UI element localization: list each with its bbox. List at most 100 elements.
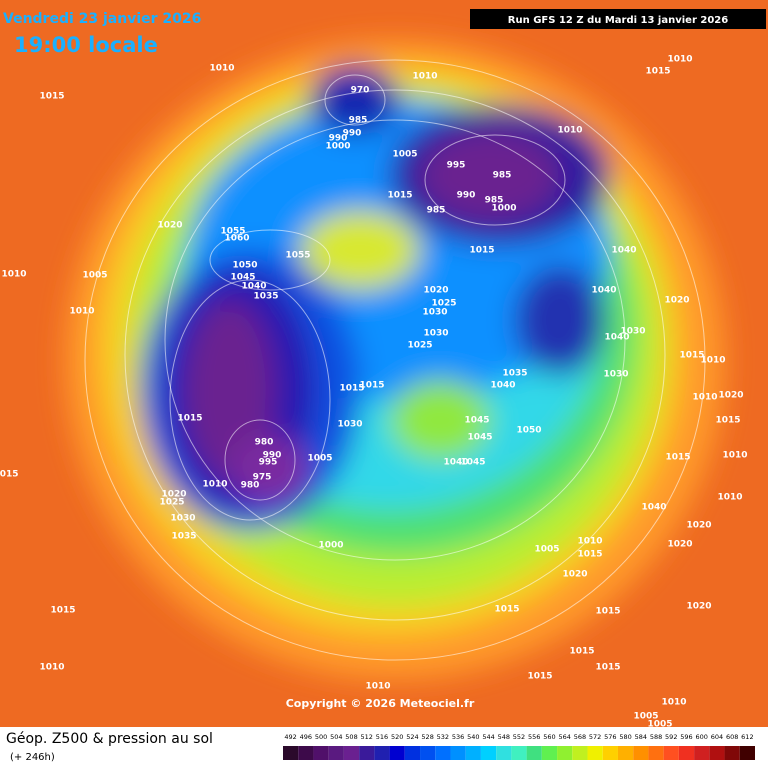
colorbar-swatch — [739, 746, 755, 760]
pressure-label: 1015 — [359, 381, 384, 391]
pressure-label: 1010 — [577, 537, 602, 547]
pressure-label: 1015 — [527, 672, 552, 682]
pressure-label: 1035 — [253, 292, 278, 302]
colorbar-swatch — [572, 746, 588, 760]
colorbar-swatch — [343, 746, 360, 760]
colorbar-label: 576 — [604, 733, 616, 741]
colorbar-label: 508 — [345, 733, 357, 741]
colorbar-swatch — [526, 746, 542, 760]
pressure-label: 1020 — [161, 490, 186, 500]
footer-title: Géop. Z500 & pression au sol — [6, 731, 213, 747]
pressure-label: 1040 — [443, 458, 468, 468]
pressure-label: 1015 — [339, 384, 364, 394]
pressure-label: 1010 — [692, 393, 717, 403]
colorbar-label: 540 — [467, 733, 479, 741]
colorbar-label: 612 — [741, 733, 753, 741]
pressure-label: 1055 — [220, 227, 245, 237]
pressure-label: 1005 — [307, 454, 332, 464]
pressure-label: 1000 — [325, 142, 350, 152]
colorbar-label: 504 — [330, 733, 342, 741]
pressure-label: 1015 — [494, 605, 519, 615]
colorbar-swatch — [557, 746, 573, 760]
pressure-label: 1005 — [534, 545, 559, 555]
pressure-label: 1015 — [665, 453, 690, 463]
pressure-label: 1045 — [464, 416, 489, 426]
pressure-label: 1010 — [209, 64, 234, 74]
pressure-label: 995 — [259, 458, 278, 468]
pressure-label: 980 — [241, 481, 260, 491]
colorbar-label: 548 — [498, 733, 510, 741]
colorbar-swatch — [648, 746, 664, 760]
colorbar-swatch — [283, 746, 299, 760]
colorbar-swatch — [389, 746, 405, 760]
colorbar-label: 520 — [391, 733, 403, 741]
pressure-label: 985 — [485, 196, 504, 206]
colorbar-swatch — [496, 746, 512, 760]
pressure-label: 1020 — [667, 540, 692, 550]
colorbar-label: 524 — [406, 733, 418, 741]
pressure-label: 1020 — [686, 602, 711, 612]
pressure-label: 1010 — [1, 270, 26, 280]
colorbar-swatch — [511, 746, 527, 760]
colorbar-label: 528 — [421, 733, 433, 741]
pressure-label: 1030 — [603, 370, 628, 380]
colorbar-swatch — [480, 746, 497, 760]
pressure-label: 1005 — [647, 720, 672, 730]
pressure-label: 1010 — [202, 480, 227, 490]
pressure-label: 1010 — [722, 451, 747, 461]
pressure-label: 1015 — [39, 92, 64, 102]
pressure-label: 985 — [427, 206, 446, 216]
colorbar: 492 496 500 504 508 512 516 520 524 528 532 536 540 5… — [283, 733, 755, 760]
colorbar-label: 492 — [284, 733, 296, 741]
copyright: Copyright © 2026 Meteociel.fr — [286, 697, 475, 710]
pressure-label: 1015 — [387, 191, 412, 201]
pressure-label: 1005 — [82, 271, 107, 281]
pressure-label: 1050 — [232, 261, 257, 271]
pressure-label: 1050 — [516, 426, 541, 436]
colorbar-swatch — [633, 746, 649, 760]
colorbar-label: 584 — [635, 733, 647, 741]
colorbar-label: 592 — [665, 733, 677, 741]
colorbar-label: 568 — [574, 733, 586, 741]
colorbar-swatch — [663, 746, 679, 760]
colorbar-swatch — [602, 746, 618, 760]
colorbar-label: 572 — [589, 733, 601, 741]
colorbar-label: 556 — [528, 733, 540, 741]
pressure-label: 1015 — [595, 607, 620, 617]
colorbar-label: 600 — [695, 733, 707, 741]
pressure-label: 1015 — [645, 67, 670, 77]
pressure-label: 1000 — [491, 204, 516, 214]
pressure-label: 1040 — [604, 333, 629, 343]
colorbar-swatch — [298, 746, 314, 760]
pressure-label: 1040 — [641, 503, 666, 513]
pressure-label: 975 — [253, 473, 272, 483]
pressure-label: 1015 — [0, 470, 19, 480]
pressure-label: 985 — [493, 171, 512, 181]
pressure-label: 1005 — [633, 712, 658, 722]
pressure-label: 1035 — [502, 369, 527, 379]
colorbar-label: 512 — [361, 733, 373, 741]
colorbar-label: 596 — [680, 733, 692, 741]
colorbar-label: 588 — [650, 733, 662, 741]
pressure-label: 1030 — [337, 420, 362, 430]
pressure-label: 1045 — [460, 458, 485, 468]
pressure-label: 1010 — [700, 356, 725, 366]
pressure-label: 1015 — [569, 647, 594, 657]
pressure-label: 1025 — [431, 299, 456, 309]
pressure-label: 1060 — [224, 234, 249, 244]
pressure-label: 1055 — [285, 251, 310, 261]
pressure-label: 1020 — [157, 221, 182, 231]
pressure-label: 1000 — [318, 541, 343, 551]
pressure-label: 1045 — [230, 273, 255, 283]
pressure-label: 1020 — [718, 391, 743, 401]
pressure-label: 1020 — [686, 521, 711, 531]
pressure-label: 1010 — [717, 493, 742, 503]
pressure-label: 1040 — [490, 381, 515, 391]
valid-date: Vendredi 23 janvier 2026 — [3, 11, 201, 27]
colorbar-label: 532 — [437, 733, 449, 741]
colorbar-label: 544 — [482, 733, 494, 741]
field-background — [0, 0, 768, 727]
pressure-label: 990 — [343, 129, 362, 139]
colorbar-swatch — [465, 746, 481, 760]
